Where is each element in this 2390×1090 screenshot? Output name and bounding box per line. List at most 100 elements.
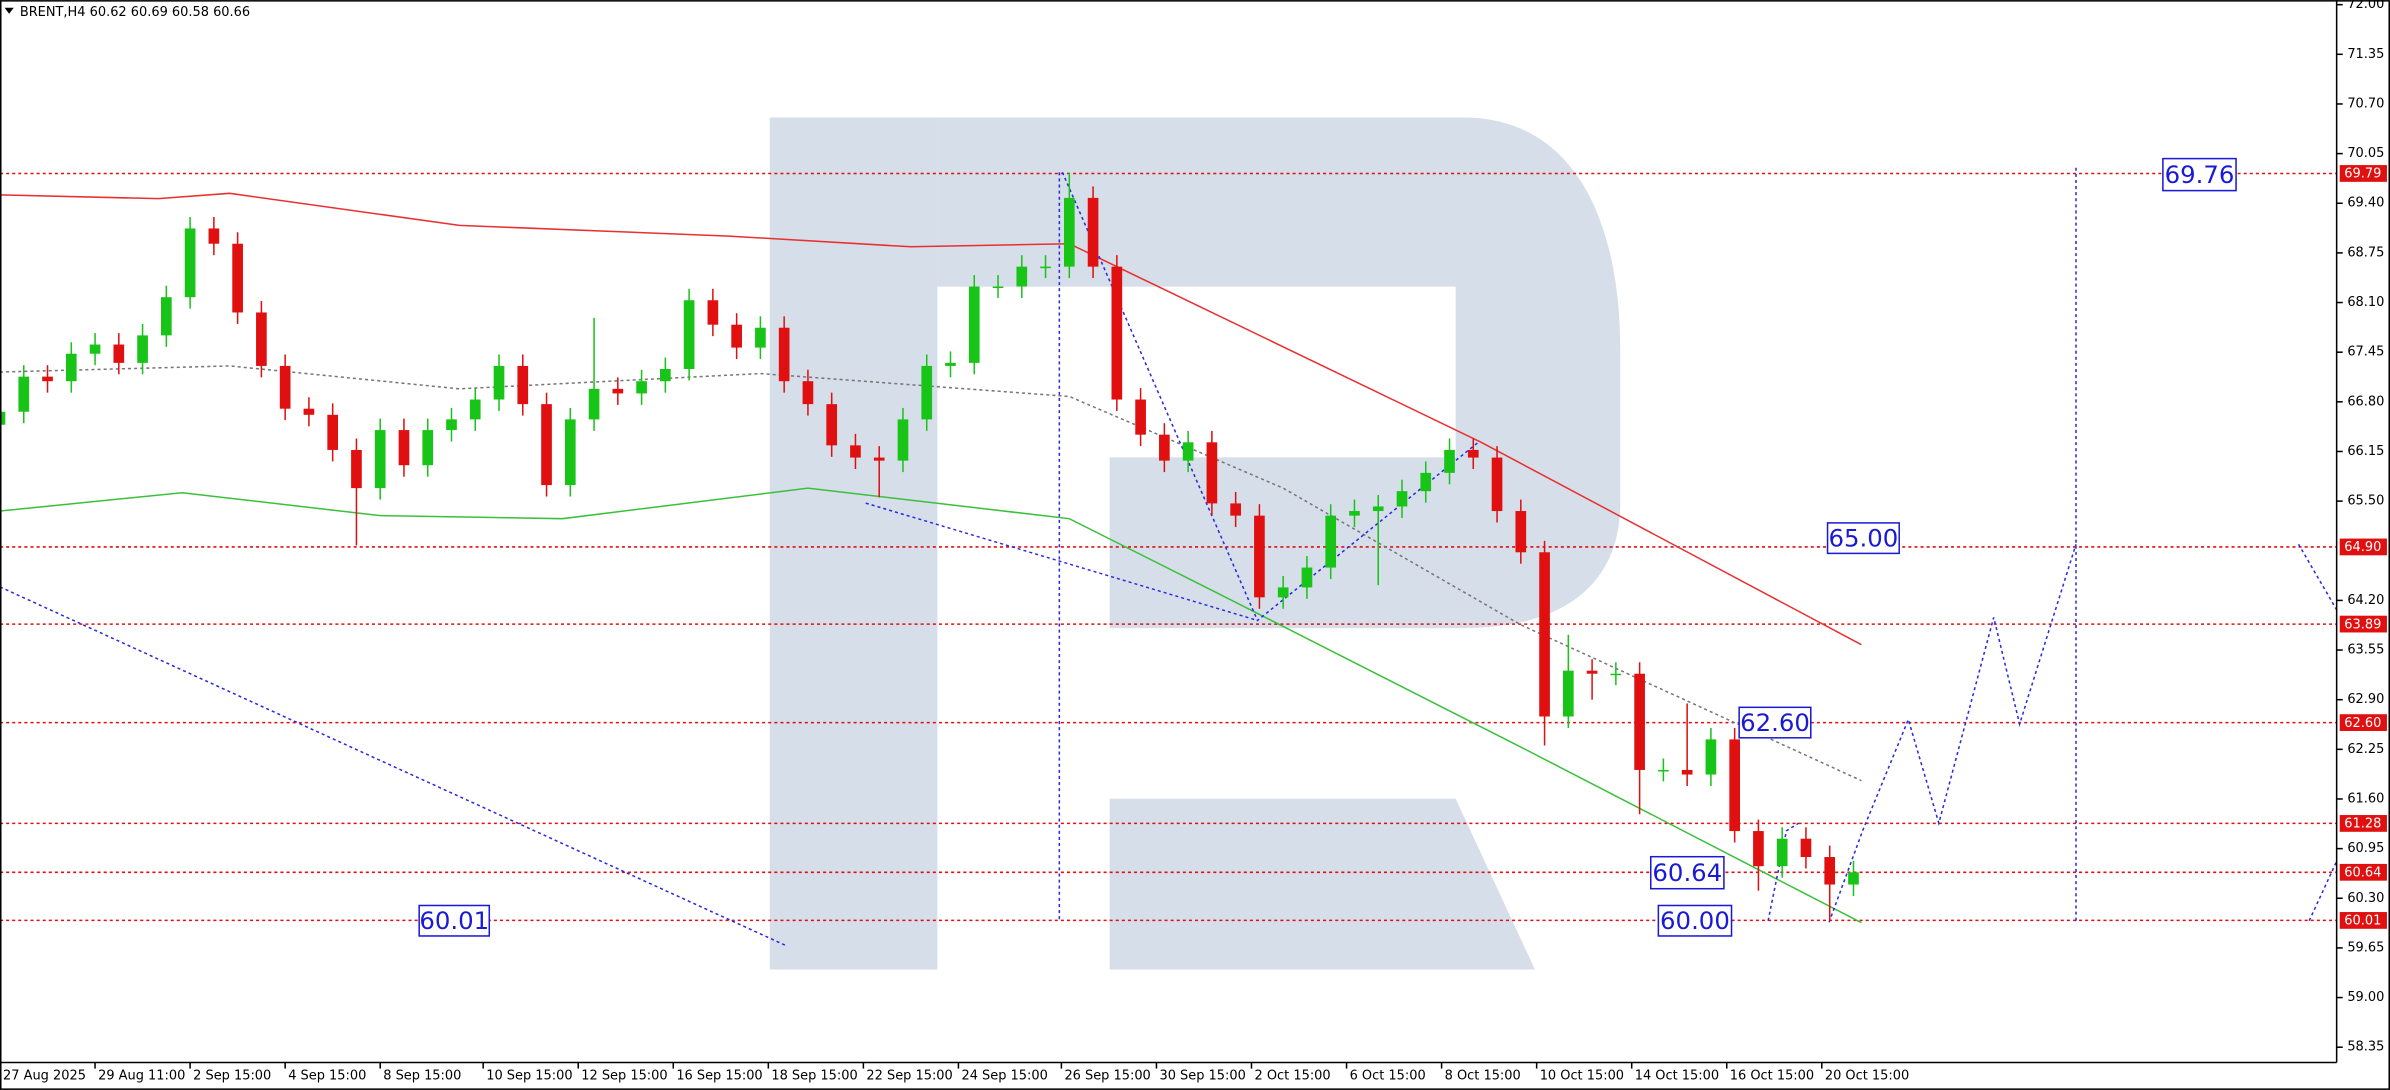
x-tick-label: 16 Sep 15:00: [676, 1069, 762, 1084]
candle-body: [731, 324, 742, 348]
candle-body: [279, 365, 291, 409]
x-tick-label: 16 Oct 15:00: [1730, 1069, 1814, 1084]
candle-body: [1087, 197, 1099, 267]
level-tag-label: 60.64: [2344, 866, 2381, 881]
candle-body: [1539, 552, 1550, 717]
candle-body: [208, 228, 220, 244]
x-tick-label: 24 Sep 15:00: [961, 1069, 1047, 1084]
x-tick-label: 30 Sep 15:00: [1159, 1069, 1245, 1084]
candle-body: [1800, 838, 1812, 858]
watermark-leg: [1109, 798, 1535, 970]
candle-body: [1396, 491, 1408, 507]
y-tick-label: 68.75: [2347, 245, 2384, 260]
y-tick-label: 64.20: [2347, 593, 2384, 608]
candle-body: [1824, 857, 1836, 885]
x-tick-label: 27 Aug 2025: [3, 1069, 86, 1084]
candle-body: [992, 286, 1004, 289]
y-tick-label: 60.30: [2347, 891, 2384, 906]
candle-body: [1610, 673, 1622, 676]
level-tag: [2339, 912, 2387, 929]
x-tick-label: 18 Sep 15:00: [771, 1069, 857, 1084]
level-tag: [2339, 538, 2387, 556]
y-tick-label: 66.80: [2347, 394, 2384, 409]
candle-body: [660, 368, 671, 382]
level-tag: [2339, 863, 2387, 881]
candle-body: [1111, 266, 1123, 400]
annotation-label: 60.01: [419, 906, 489, 935]
candle-body: [1658, 769, 1669, 772]
x-tick-label: 14 Oct 15:00: [1635, 1069, 1719, 1084]
candle-body: [755, 327, 766, 348]
chart-title: BRENT,H4 60.62 60.69 60.58 60.66: [20, 5, 250, 20]
candle-body: [968, 286, 980, 363]
x-tick-label: 8 Sep 15:00: [383, 1069, 461, 1084]
y-tick-label: 62.25: [2347, 742, 2384, 757]
candle-body: [113, 344, 125, 363]
candle-body: [1040, 266, 1051, 269]
candle-body: [683, 300, 695, 369]
candle-body: [1729, 739, 1741, 832]
annotation-label: 60.64: [1652, 858, 1722, 887]
y-tick-label: 65.50: [2347, 494, 2384, 509]
candle-body: [1444, 449, 1455, 473]
candle-body: [303, 408, 315, 415]
candle-body: [65, 353, 77, 382]
x-tick-label: 6 Oct 15:00: [1350, 1069, 1426, 1084]
y-tick-label: 71.35: [2347, 47, 2384, 62]
annotations: 69.76 65.00 62.60 60.64 60.00 60.01: [418, 157, 2237, 937]
x-tick-label: 2 Sep 15:00: [193, 1069, 271, 1084]
annotation-box: [2162, 157, 2237, 192]
candle-body: [517, 365, 529, 405]
candle-body: [541, 404, 552, 486]
watermark: [769, 117, 1621, 970]
candle-body: [1182, 442, 1194, 461]
x-tick-label: 10 Oct 15:00: [1540, 1069, 1624, 1084]
candle-body: [374, 430, 386, 489]
candle-body: [351, 449, 362, 489]
candles: [0, 172, 1859, 921]
level-tag: [2339, 714, 2387, 731]
y-tick-label: 70.05: [2347, 146, 2384, 161]
candle-body: [446, 419, 457, 431]
candle-body: [1848, 872, 1859, 885]
y-tick-label: 59.00: [2347, 990, 2384, 1005]
candle-body: [707, 300, 719, 325]
candle-body: [802, 381, 814, 405]
candle-body: [1206, 442, 1218, 504]
y-tick-label: 66.15: [2347, 444, 2384, 459]
y-tick-label: 61.60: [2347, 791, 2384, 806]
x-tick-label: 4 Sep 15:00: [288, 1069, 366, 1084]
candle-body: [422, 430, 434, 466]
y-tick-label: 60.95: [2347, 841, 2384, 856]
candle-body: [137, 335, 148, 363]
candle-body: [1420, 472, 1432, 492]
candle-body: [897, 419, 909, 461]
annotation-label: 69.76: [2165, 160, 2235, 189]
candle-body: [1325, 515, 1337, 568]
candle-body: [42, 376, 53, 382]
annotation-label: 62.60: [1740, 708, 1810, 737]
annotation-box: [1826, 522, 1900, 555]
candle-body: [327, 414, 339, 450]
candle-body: [1705, 739, 1717, 775]
y-tick-label: 62.90: [2347, 692, 2384, 707]
candle-body: [18, 376, 30, 412]
candle-body: [398, 430, 410, 466]
level-tag: [2339, 815, 2387, 832]
annotation-box: [1657, 904, 1733, 937]
annotation-box: [418, 904, 491, 937]
y-tick-label: 69.40: [2347, 196, 2384, 211]
candle-body: [1634, 673, 1645, 770]
moving-average: [0, 365, 1862, 782]
forecast-line: [1767, 544, 2077, 923]
candle-body: [1349, 511, 1360, 516]
candle-body: [564, 419, 576, 486]
watermark-stem: [769, 117, 938, 970]
candle-body: [921, 365, 933, 420]
y-tick-label: 68.10: [2347, 295, 2384, 310]
candle-body: [636, 381, 647, 394]
candle-body: [945, 362, 956, 366]
candle-body: [1562, 670, 1574, 717]
candle-body: [1159, 434, 1170, 461]
